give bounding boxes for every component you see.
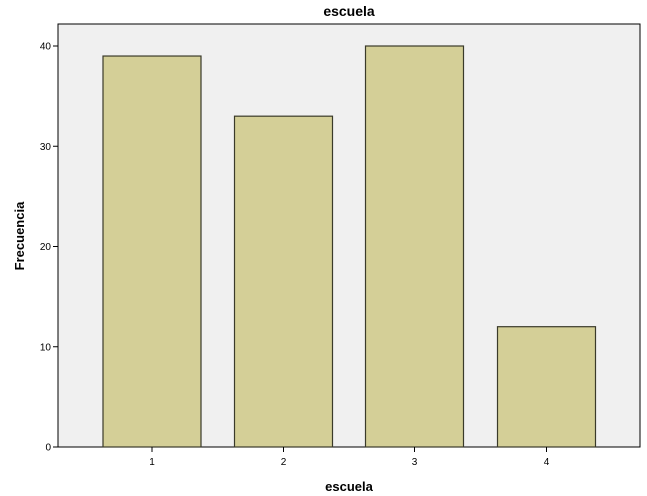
chart-title: escuela <box>323 3 375 19</box>
y-axis-ticks: 0 10 20 30 40 <box>40 42 58 454</box>
x-axis-ticks: 1 2 3 4 <box>149 447 550 468</box>
x-tick-label: 2 <box>281 457 287 468</box>
y-tick-label: 10 <box>40 342 52 353</box>
y-axis-label: Frecuencia <box>12 201 27 270</box>
x-tick-label: 4 <box>544 457 550 468</box>
bars-group <box>102 45 597 448</box>
y-tick-label: 0 <box>45 443 51 454</box>
x-tick-label: 3 <box>412 457 418 468</box>
x-tick-label: 1 <box>149 457 155 468</box>
bar-3 <box>364 45 465 448</box>
bar-2 <box>233 115 334 448</box>
bar-1 <box>102 55 202 448</box>
x-axis-label: escuela <box>325 479 373 494</box>
y-tick-label: 20 <box>40 242 52 253</box>
y-tick-label: 40 <box>40 42 52 53</box>
y-tick-label: 30 <box>40 142 52 153</box>
bar-4 <box>496 326 597 448</box>
